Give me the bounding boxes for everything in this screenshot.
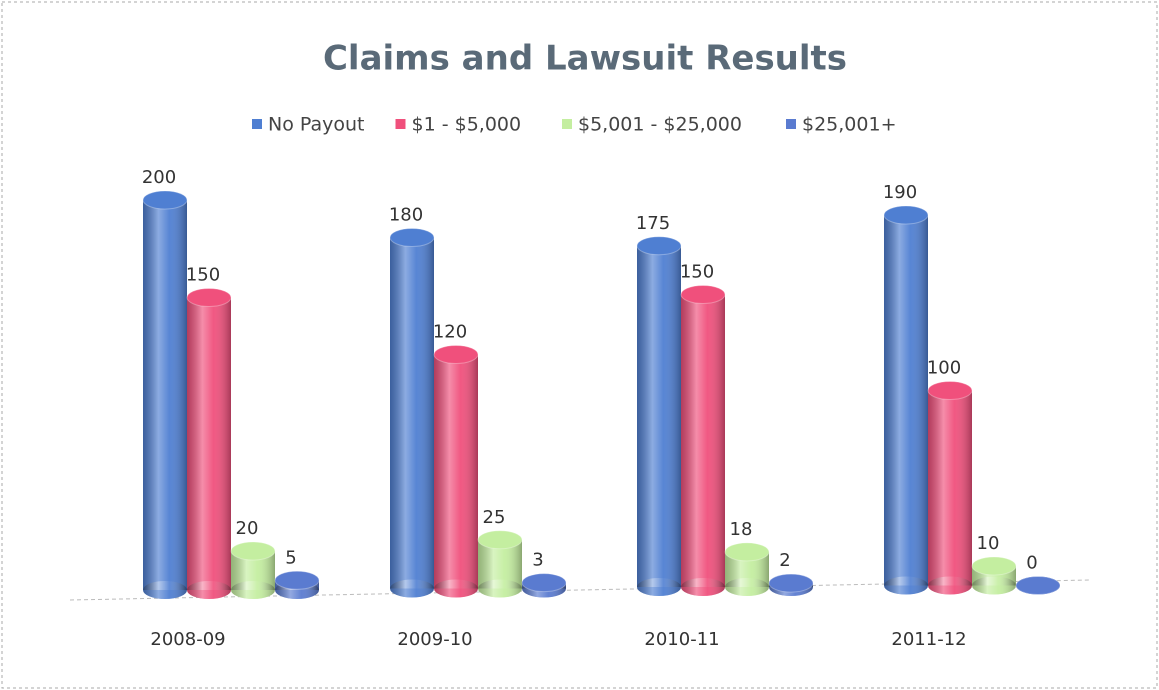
- bar-top: [927, 381, 973, 400]
- data-label: 175: [636, 213, 670, 234]
- data-label: 120: [433, 322, 467, 343]
- data-label: 190: [883, 182, 917, 203]
- bar: [636, 236, 682, 596]
- bar-body-shade: [884, 215, 928, 586]
- bar: [1015, 576, 1061, 595]
- bar-top: [768, 573, 814, 593]
- bar-body-shade: [143, 200, 187, 590]
- legend-swatch: [395, 119, 406, 129]
- bar: [768, 573, 814, 596]
- bar: [927, 381, 973, 595]
- data-label: 18: [730, 519, 753, 540]
- bar-body-shade: [637, 245, 681, 587]
- bar: [971, 556, 1017, 595]
- bar-top: [971, 556, 1017, 576]
- bar: [521, 573, 567, 598]
- bar-body-shade: [187, 297, 231, 590]
- bar-top: [433, 345, 479, 364]
- legend-swatch: [562, 119, 572, 129]
- bar: [883, 205, 929, 595]
- bar-top: [724, 542, 770, 562]
- bar-top: [883, 205, 929, 225]
- data-label: 10: [977, 533, 1000, 554]
- data-label: 3: [532, 550, 543, 571]
- bar-top: [477, 530, 523, 550]
- x-tick-label: 2010-11: [644, 629, 719, 650]
- x-tick-label: 2011-12: [891, 629, 966, 650]
- data-label: 200: [142, 167, 176, 188]
- bar: [230, 541, 276, 599]
- bar: [142, 190, 188, 599]
- bar-body-shade: [434, 354, 478, 589]
- bar: [724, 542, 770, 596]
- data-label: 20: [236, 518, 259, 539]
- data-label: 25: [483, 507, 506, 528]
- bar-body-shade: [390, 237, 434, 589]
- bar: [433, 345, 479, 598]
- bar-top: [680, 285, 726, 304]
- legend-label: $25,001+: [802, 114, 897, 136]
- bar-top: [274, 570, 320, 590]
- legend-label: No Payout: [268, 114, 364, 136]
- data-label: 5: [285, 547, 296, 568]
- bar-top: [521, 573, 567, 593]
- legend-label: $1 - $5,000: [412, 114, 522, 136]
- chart-title: Claims and Lawsuit Results: [323, 39, 847, 79]
- x-tick-label: 2009-10: [397, 629, 472, 650]
- legend-label: $5,001 - $25,000: [578, 114, 742, 136]
- bar-top: [636, 236, 682, 256]
- data-label: 150: [186, 265, 220, 286]
- bar-top: [389, 228, 435, 247]
- bar-top: [186, 288, 232, 307]
- bar: [389, 228, 435, 598]
- bar: [274, 570, 320, 599]
- bar: [186, 288, 232, 599]
- bar-top: [1015, 576, 1061, 595]
- legend-swatch: [786, 119, 796, 129]
- bar-top: [142, 190, 188, 210]
- bar: [680, 285, 726, 596]
- bar: [477, 530, 523, 598]
- data-label: 0: [1026, 553, 1037, 574]
- bar-top: [230, 541, 276, 561]
- legend-swatch: [252, 119, 262, 129]
- data-label: 150: [680, 262, 714, 283]
- bar-body-shade: [681, 294, 725, 587]
- data-label: 180: [389, 205, 423, 226]
- x-tick-label: 2008-09: [150, 629, 225, 650]
- data-label: 100: [927, 358, 961, 379]
- bar-body-shade: [928, 390, 972, 586]
- data-label: 2: [779, 550, 790, 571]
